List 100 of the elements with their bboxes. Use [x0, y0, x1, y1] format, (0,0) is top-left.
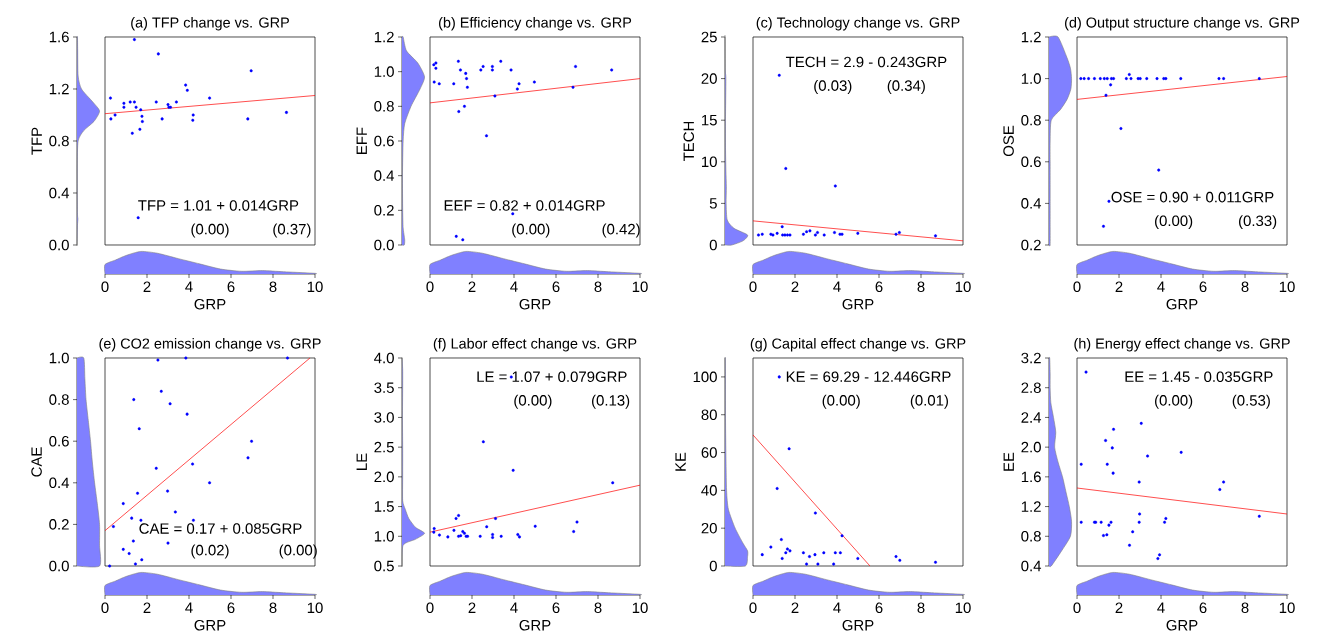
chart-title: (d) Output structure change vs. GRP [1065, 17, 1300, 31]
y-tick-label: 20 [701, 522, 717, 534]
x-tick-label: 0 [749, 602, 757, 614]
y-tick-label: 10 [702, 156, 717, 168]
annotation: EE = 1.45 - 0.035GRP [1125, 371, 1273, 382]
y-tick-label: 1.2 [1021, 31, 1041, 43]
y-tick-label: 25 [701, 31, 717, 43]
x-tick-label: 0 [101, 602, 109, 614]
chart-title: (a) TFP change vs. GRP [131, 17, 289, 31]
x-tick-label: 4 [185, 602, 193, 613]
y-tick-label: 4.0 [374, 352, 394, 364]
x-tick-label: 8 [594, 281, 602, 293]
y-tick-label: 0.4 [1021, 560, 1042, 572]
y-tick-label: 0 [709, 239, 717, 251]
x-tick-label: 4 [510, 602, 518, 613]
x-axis-title: GRP [519, 298, 551, 310]
x-tick-label: 0 [101, 281, 109, 293]
x-tick-label: 10 [1279, 281, 1295, 293]
x-tick-label: 10 [1279, 602, 1295, 614]
annotation: (0.33) [1239, 215, 1277, 230]
y-tick-label: 0.6 [49, 435, 69, 447]
y-tick-label: 0.6 [374, 135, 394, 147]
y-tick-label: 0.4 [49, 477, 70, 489]
annotation: (0.00) [279, 544, 317, 559]
x-tick-label: 2 [791, 602, 799, 613]
x-tick-label: 8 [917, 281, 925, 293]
chart-title: (h) Energy effect change vs. GRP [1074, 338, 1290, 352]
x-tick-label: 6 [552, 281, 560, 293]
y-tick-label: 2.0 [1021, 441, 1041, 453]
annotation: (0.34) [887, 79, 925, 94]
x-tick-label: 6 [227, 602, 235, 614]
x-tick-label: 6 [227, 281, 235, 293]
y-tick-label: 0.4 [374, 170, 395, 181]
x-tick-label: 10 [307, 281, 323, 293]
annotation: (0.42) [602, 223, 640, 238]
x-tick-label: 8 [594, 602, 602, 614]
y-axis-title: EFF [356, 127, 367, 154]
x-tick-label: 4 [510, 281, 518, 292]
y-tick-label: 0.8 [1021, 114, 1041, 126]
y-tick-label: 0.5 [374, 560, 394, 572]
x-axis-title: GRP [519, 619, 551, 631]
y-axis-title: TECH [683, 121, 695, 162]
y-tick-label: 5 [709, 198, 717, 209]
y-tick-label: 1.0 [49, 352, 69, 364]
x-tick-label: 4 [833, 281, 841, 292]
y-axis-title: LE [356, 453, 367, 470]
x-tick-label: 2 [1115, 602, 1123, 613]
x-tick-label: 2 [1115, 281, 1123, 292]
x-tick-label: 2 [468, 281, 476, 292]
y-tick-label: 80 [701, 409, 717, 421]
chart-title: (b) Efficiency change vs. GRP [439, 17, 632, 31]
y-tick-label: 3.5 [374, 382, 394, 393]
x-tick-label: 0 [426, 602, 434, 614]
annotation: (0.00) [514, 394, 552, 409]
chart-title: (g) Capital effect change vs. GRP [750, 338, 966, 352]
y-tick-label: 0.2 [374, 205, 394, 216]
annotation: (0.00) [191, 223, 229, 238]
chart-title: (c) Technology change vs. GRP [756, 17, 960, 31]
x-axis-title: GRP [842, 619, 874, 631]
y-tick-label: 0.2 [1021, 239, 1041, 251]
x-tick-label: 0 [426, 281, 434, 293]
annotation: (0.01) [910, 394, 948, 409]
y-tick-label: 0.2 [49, 519, 69, 530]
x-tick-label: 6 [875, 281, 883, 293]
chart-title: (e) CO2 emission change vs. GRP [99, 338, 321, 352]
chart-title: (f) Labor effect change vs. GRP [433, 338, 637, 352]
y-tick-label: 0.8 [49, 135, 69, 147]
annotation: CAE = 0.17 + 0.085GRP [139, 523, 302, 534]
y-tick-label: 1.2 [1021, 501, 1041, 512]
x-tick-label: 2 [468, 602, 476, 613]
annotation: EEF = 0.82 + 0.014GRP [444, 200, 605, 211]
x-tick-label: 10 [632, 602, 648, 614]
x-tick-label: 8 [917, 602, 925, 614]
annotation: (0.13) [592, 394, 630, 409]
y-tick-label: 2.8 [1021, 382, 1041, 393]
x-tick-label: 10 [307, 602, 323, 614]
y-axis-title: TFP [31, 127, 42, 155]
y-axis-title: CAE [31, 447, 42, 477]
y-tick-label: 1.6 [49, 31, 69, 43]
annotation: LE = 1.07 + 0.079GRP [477, 371, 627, 382]
x-tick-label: 0 [749, 281, 757, 293]
x-axis-title: GRP [194, 298, 226, 310]
y-tick-label: 1.5 [374, 501, 394, 512]
annotation: (0.37) [273, 223, 311, 238]
y-tick-label: 3.0 [374, 412, 394, 423]
annotation: (0.02) [191, 544, 229, 559]
x-tick-label: 6 [875, 602, 883, 614]
annotation: (0.00) [1155, 394, 1193, 409]
x-tick-label: 10 [955, 602, 971, 614]
y-tick-label: 60 [701, 447, 717, 458]
annotation: TECH = 2.9 - 0.243GRP [785, 56, 947, 68]
y-tick-label: 0.4 [49, 187, 70, 199]
y-tick-label: 100 [693, 371, 717, 383]
x-tick-label: 2 [143, 281, 151, 292]
x-tick-label: 4 [1157, 602, 1165, 613]
x-tick-label: 10 [632, 281, 648, 293]
x-tick-label: 6 [1199, 281, 1207, 293]
x-axis-title: GRP [194, 619, 226, 631]
annotation: (0.00) [822, 394, 860, 409]
x-tick-label: 6 [552, 602, 560, 614]
